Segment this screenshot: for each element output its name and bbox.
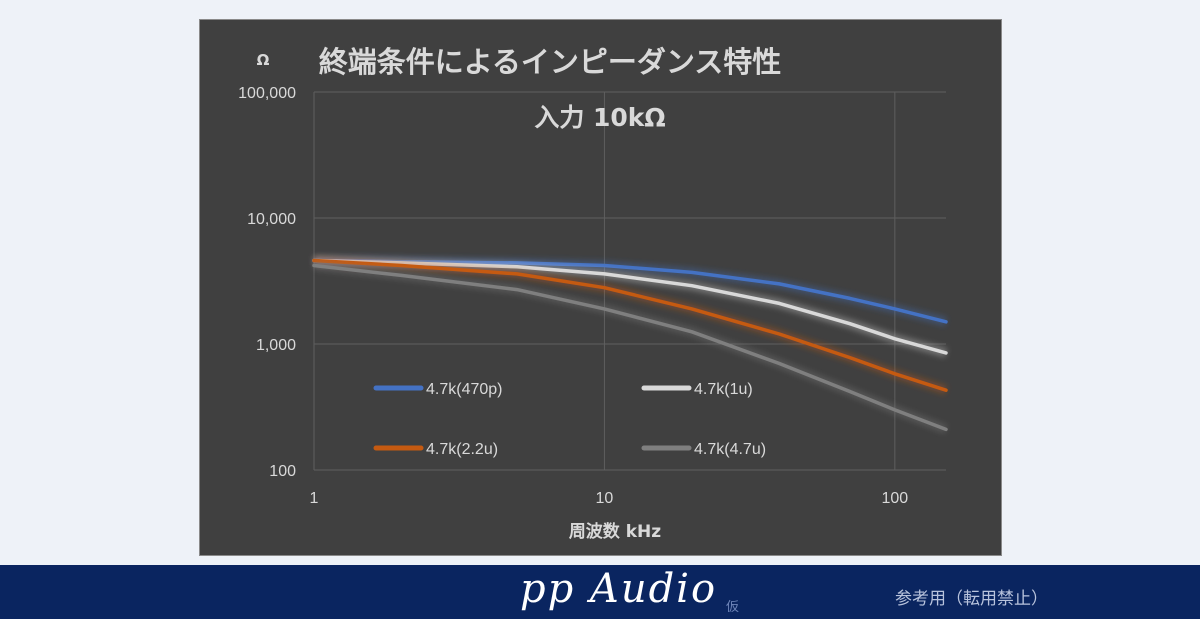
x-tick-label: 10 bbox=[596, 490, 614, 507]
impedance-chart: 100 1,000 10,000 100,000 1 10 100 終端条件によるインピーダン… bbox=[238, 45, 948, 542]
x-tick-label: 1 bbox=[310, 490, 319, 507]
brand-logo: pp Audio bbox=[520, 566, 718, 612]
reference-notice: 参考用（転用禁止） bbox=[895, 589, 1048, 609]
series-line bbox=[312, 258, 948, 392]
footer-bar: pp Audio 仮 参考用（転用禁止） bbox=[0, 565, 1200, 619]
x-tick-label: 100 bbox=[882, 490, 909, 507]
y-tick-label: 100,000 bbox=[238, 85, 296, 102]
series-line bbox=[312, 263, 948, 432]
brand-suffix: 仮 bbox=[726, 600, 740, 615]
y-tick-label: 10,000 bbox=[247, 211, 296, 228]
x-axis-label: 周波数 kHz bbox=[569, 521, 661, 542]
y-tick-label: 100 bbox=[269, 463, 296, 480]
y-tick-label: 1,000 bbox=[256, 337, 296, 354]
chart-subtitle: 入力 10kΩ bbox=[534, 103, 665, 132]
legend-label: 4.7k(470p) bbox=[426, 381, 503, 398]
legend-label: 4.7k(1u) bbox=[694, 381, 753, 398]
chart-panel: 100 1,000 10,000 100,000 1 10 100 終端条件によるインピーダン… bbox=[199, 19, 1002, 556]
chart-title: 終端条件によるインピーダンス特性 bbox=[319, 45, 782, 79]
y-axis-label: Ω bbox=[257, 51, 270, 69]
legend-label: 4.7k(2.2u) bbox=[426, 441, 498, 458]
legend-label: 4.7k(4.7u) bbox=[694, 441, 766, 458]
